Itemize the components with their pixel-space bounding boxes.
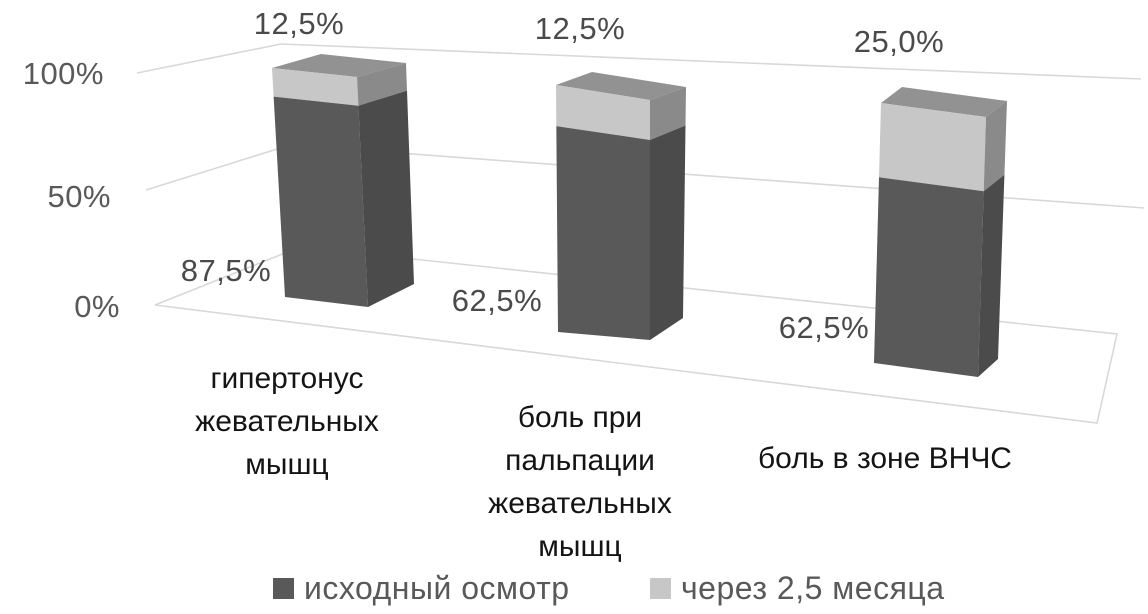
- legend-item-initial: исходный осмотр: [273, 572, 570, 604]
- bar-2-initial-segment-side: [650, 125, 686, 340]
- data-label-followup-3: 25,0%: [853, 24, 945, 59]
- y-tick-50: 50%: [47, 179, 111, 214]
- bar-3-initial-segment-side: [978, 174, 1005, 377]
- bar-2-top-face: [556, 72, 686, 100]
- data-label-initial-2: 62,5%: [451, 283, 543, 318]
- bar-1-initial-segment-side: [358, 90, 414, 307]
- legend-swatch-followup: [650, 577, 671, 599]
- bar-1-initial-segment-front: [273, 96, 368, 307]
- data-label-followup-1: 12,5%: [253, 6, 345, 41]
- bar-3-followup-segment-side: [983, 101, 1007, 192]
- bar-2-initial-segment-front: [556, 126, 650, 341]
- data-label-followup-2: 12,5%: [534, 11, 626, 46]
- legend-label-followup: через 2,5 месяца: [681, 570, 945, 606]
- bar-3-followup-segment-front: [879, 103, 986, 192]
- category-label-3: боль в зоне ВНЧС: [758, 442, 1012, 475]
- data-label-initial-1: 87,5%: [180, 253, 272, 288]
- category-label-2: боль при пальпации жевательных мышц: [488, 401, 672, 563]
- bar-1-followup-segment-side: [357, 63, 407, 106]
- y-tick-100: 100%: [22, 56, 104, 91]
- bar-2-followup-segment-front: [556, 85, 650, 140]
- bar-2-followup-segment-side: [650, 87, 686, 140]
- gridline-100: [136, 43, 1142, 80]
- bar-3-initial-segment-front: [874, 177, 984, 377]
- legend-swatch-initial: [273, 577, 294, 599]
- bar-3-top-face: [881, 87, 1007, 117]
- y-tick-0: 0%: [74, 289, 120, 324]
- legend-item-followup: через 2,5 месяца: [650, 572, 945, 604]
- data-label-initial-3: 62,5%: [778, 310, 870, 345]
- bar-1-top-face: [272, 54, 406, 77]
- category-label-1: гипертонус жевательных мышц: [195, 362, 379, 481]
- legend-label-initial: исходный осмотр: [304, 570, 570, 606]
- bar-1-followup-segment-front: [272, 68, 359, 106]
